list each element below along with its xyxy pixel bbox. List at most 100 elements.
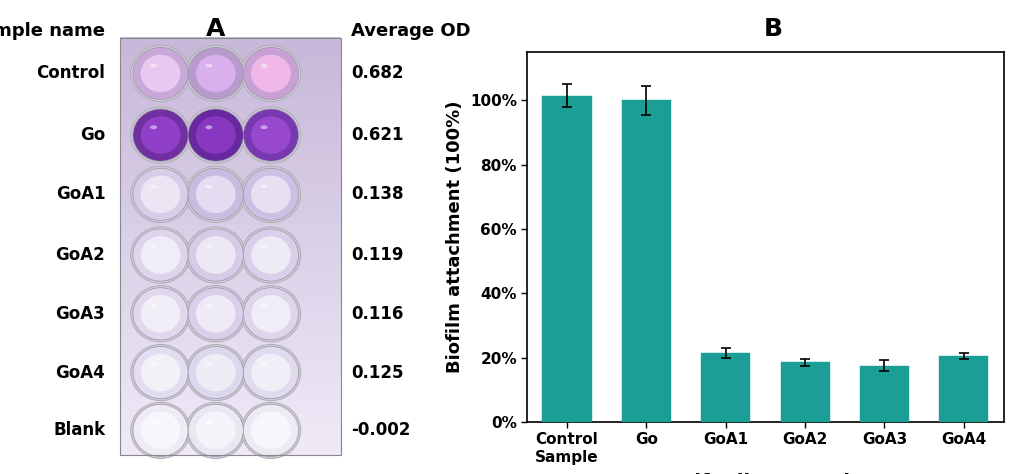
Circle shape (241, 46, 301, 101)
Circle shape (251, 295, 291, 333)
Text: 0.119: 0.119 (351, 246, 403, 264)
Circle shape (251, 354, 291, 392)
Circle shape (244, 288, 299, 340)
Circle shape (196, 55, 236, 92)
Text: 0.621: 0.621 (351, 126, 403, 144)
Ellipse shape (206, 420, 212, 425)
Ellipse shape (206, 245, 212, 249)
Circle shape (188, 168, 244, 220)
Circle shape (140, 55, 180, 92)
Circle shape (133, 288, 188, 340)
Ellipse shape (260, 64, 267, 68)
Circle shape (188, 229, 244, 281)
Text: A: A (206, 17, 225, 41)
Circle shape (188, 109, 244, 161)
Ellipse shape (151, 420, 157, 425)
FancyBboxPatch shape (121, 413, 341, 424)
Circle shape (244, 109, 299, 161)
Circle shape (241, 345, 301, 401)
Circle shape (186, 166, 246, 222)
FancyBboxPatch shape (121, 444, 341, 455)
Bar (701, 353, 751, 422)
Ellipse shape (206, 64, 212, 68)
Circle shape (140, 175, 180, 213)
Circle shape (133, 168, 188, 220)
FancyBboxPatch shape (121, 100, 341, 111)
FancyBboxPatch shape (121, 361, 341, 372)
FancyBboxPatch shape (121, 236, 341, 246)
Circle shape (131, 286, 190, 342)
Circle shape (244, 47, 299, 100)
Circle shape (186, 227, 246, 283)
Ellipse shape (151, 184, 157, 189)
FancyBboxPatch shape (121, 309, 341, 319)
Circle shape (241, 402, 301, 458)
Bar (939, 356, 988, 422)
Circle shape (196, 116, 236, 154)
Circle shape (251, 411, 291, 449)
Ellipse shape (206, 125, 212, 129)
Bar (780, 363, 829, 422)
FancyBboxPatch shape (121, 90, 341, 100)
Circle shape (241, 286, 301, 342)
Circle shape (196, 175, 236, 213)
Circle shape (196, 411, 236, 449)
Circle shape (133, 47, 188, 100)
FancyBboxPatch shape (121, 402, 341, 413)
Text: -0.002: -0.002 (351, 421, 411, 439)
FancyBboxPatch shape (121, 298, 341, 309)
Circle shape (131, 227, 190, 283)
Circle shape (133, 346, 188, 399)
FancyBboxPatch shape (121, 423, 341, 434)
FancyBboxPatch shape (121, 329, 341, 340)
FancyBboxPatch shape (121, 69, 341, 80)
Text: Sample name: Sample name (0, 22, 105, 40)
FancyBboxPatch shape (121, 215, 341, 226)
Circle shape (131, 46, 190, 101)
Circle shape (251, 236, 291, 274)
FancyBboxPatch shape (121, 371, 341, 382)
Ellipse shape (151, 304, 157, 308)
Text: Blank: Blank (53, 421, 105, 439)
Circle shape (133, 404, 188, 456)
Ellipse shape (260, 245, 267, 249)
Circle shape (244, 404, 299, 456)
FancyBboxPatch shape (121, 267, 341, 278)
Text: GoA2: GoA2 (55, 246, 105, 264)
Ellipse shape (151, 125, 157, 129)
FancyBboxPatch shape (121, 256, 341, 267)
Circle shape (186, 345, 246, 401)
Circle shape (140, 354, 180, 392)
Ellipse shape (260, 184, 267, 189)
FancyBboxPatch shape (121, 79, 341, 90)
FancyBboxPatch shape (121, 225, 341, 236)
Y-axis label: Biofilm attachment (100%): Biofilm attachment (100%) (446, 101, 465, 373)
FancyBboxPatch shape (121, 319, 341, 330)
Circle shape (140, 116, 180, 154)
Ellipse shape (260, 420, 267, 425)
FancyBboxPatch shape (121, 392, 341, 403)
Ellipse shape (151, 64, 157, 68)
Ellipse shape (151, 245, 157, 249)
Circle shape (241, 166, 301, 222)
Circle shape (140, 295, 180, 333)
Circle shape (133, 229, 188, 281)
Ellipse shape (151, 363, 157, 367)
Circle shape (241, 227, 301, 283)
Text: GoA4: GoA4 (55, 364, 105, 382)
Circle shape (251, 175, 291, 213)
Circle shape (188, 346, 244, 399)
Bar (543, 96, 592, 422)
FancyBboxPatch shape (121, 246, 341, 257)
FancyBboxPatch shape (121, 142, 341, 153)
Circle shape (196, 236, 236, 274)
FancyBboxPatch shape (121, 48, 341, 59)
Text: 0.125: 0.125 (351, 364, 403, 382)
Circle shape (186, 286, 246, 342)
Ellipse shape (206, 184, 212, 189)
FancyBboxPatch shape (121, 110, 341, 121)
Circle shape (140, 236, 180, 274)
Circle shape (131, 107, 190, 163)
FancyBboxPatch shape (121, 152, 341, 163)
Circle shape (131, 402, 190, 458)
